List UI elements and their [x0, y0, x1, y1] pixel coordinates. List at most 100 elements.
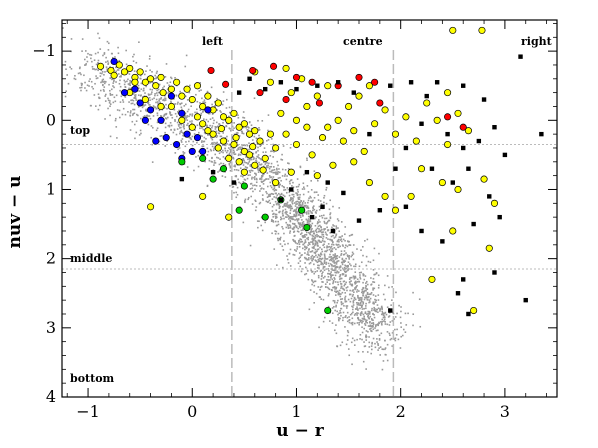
- background-point: [359, 314, 362, 317]
- background-point: [332, 224, 334, 226]
- background-point: [348, 281, 351, 283]
- background-point: [353, 296, 356, 299]
- background-point: [210, 149, 213, 152]
- background-point: [341, 341, 344, 344]
- background-point: [191, 113, 194, 115]
- background-point: [269, 193, 272, 196]
- background-point: [268, 199, 271, 202]
- background-point: [322, 298, 325, 301]
- background-point: [119, 85, 122, 88]
- blue-data-point: [162, 134, 170, 142]
- background-point: [293, 230, 296, 233]
- background-point: [374, 342, 376, 345]
- background-point: [164, 113, 167, 115]
- background-point: [289, 226, 292, 229]
- background-point: [335, 266, 338, 269]
- background-point: [184, 114, 186, 117]
- background-point: [297, 197, 300, 199]
- black-data-point: [455, 291, 461, 296]
- background-point: [284, 243, 286, 246]
- background-point: [142, 87, 145, 90]
- background-point: [330, 249, 333, 252]
- background-point: [365, 264, 368, 267]
- background-point: [338, 312, 340, 314]
- background-point: [319, 296, 321, 298]
- background-point: [241, 132, 244, 135]
- background-point: [372, 287, 374, 289]
- background-point: [209, 118, 212, 121]
- background-point: [332, 286, 334, 289]
- background-point: [179, 123, 181, 126]
- background-point: [294, 219, 296, 221]
- background-point: [365, 335, 368, 338]
- background-point: [193, 133, 196, 135]
- background-point: [137, 114, 139, 117]
- background-point: [186, 110, 189, 113]
- background-point: [336, 218, 339, 220]
- background-point: [170, 77, 173, 80]
- background-point: [208, 112, 211, 115]
- background-point: [139, 77, 142, 80]
- background-point: [167, 124, 170, 127]
- yellow-data-point: [251, 127, 259, 135]
- background-point: [301, 225, 303, 228]
- background-point: [371, 342, 373, 345]
- background-point: [99, 89, 102, 92]
- background-point: [391, 299, 393, 301]
- background-point: [317, 264, 319, 267]
- background-point: [317, 248, 320, 250]
- background-point: [350, 312, 353, 315]
- background-point: [237, 154, 240, 157]
- background-point: [148, 103, 150, 106]
- background-point: [329, 238, 331, 241]
- background-point: [124, 86, 127, 88]
- background-point: [305, 211, 308, 214]
- background-point: [170, 76, 172, 79]
- background-point: [323, 229, 325, 231]
- background-point: [364, 240, 366, 242]
- background-point: [199, 82, 202, 84]
- background-point: [367, 296, 369, 299]
- background-point: [218, 123, 221, 126]
- background-point: [316, 270, 319, 272]
- background-point: [103, 73, 105, 76]
- background-point: [342, 302, 344, 305]
- background-point: [256, 220, 259, 222]
- background-point: [252, 142, 255, 144]
- black-data-point: [315, 83, 320, 88]
- background-point: [361, 308, 364, 310]
- background-point: [346, 320, 349, 323]
- background-point: [214, 153, 217, 156]
- background-point: [199, 134, 202, 137]
- background-point: [291, 216, 294, 218]
- background-point: [358, 299, 360, 301]
- background-point: [95, 63, 98, 66]
- blue-data-point: [131, 85, 139, 93]
- background-point: [336, 310, 338, 313]
- background-point: [164, 97, 167, 100]
- background-point: [381, 318, 384, 321]
- background-point: [113, 96, 116, 99]
- background-point: [190, 138, 193, 141]
- background-point: [313, 263, 315, 266]
- background-point: [331, 226, 333, 229]
- background-point: [208, 133, 211, 136]
- background-point: [176, 128, 179, 130]
- background-point: [361, 322, 363, 324]
- background-point: [346, 305, 349, 307]
- background-point: [169, 112, 171, 115]
- black-data-point: [419, 121, 424, 126]
- background-point: [115, 70, 117, 73]
- background-point: [247, 126, 249, 128]
- background-point: [221, 175, 224, 177]
- yellow-data-point: [334, 116, 342, 124]
- background-point: [298, 198, 301, 201]
- background-point: [287, 162, 289, 164]
- background-point: [281, 185, 284, 187]
- background-point: [347, 261, 350, 263]
- background-point: [245, 167, 248, 169]
- background-point: [352, 306, 354, 308]
- background-point: [292, 190, 295, 193]
- y-axis-label: nuv − u: [5, 175, 25, 248]
- background-point: [142, 96, 144, 98]
